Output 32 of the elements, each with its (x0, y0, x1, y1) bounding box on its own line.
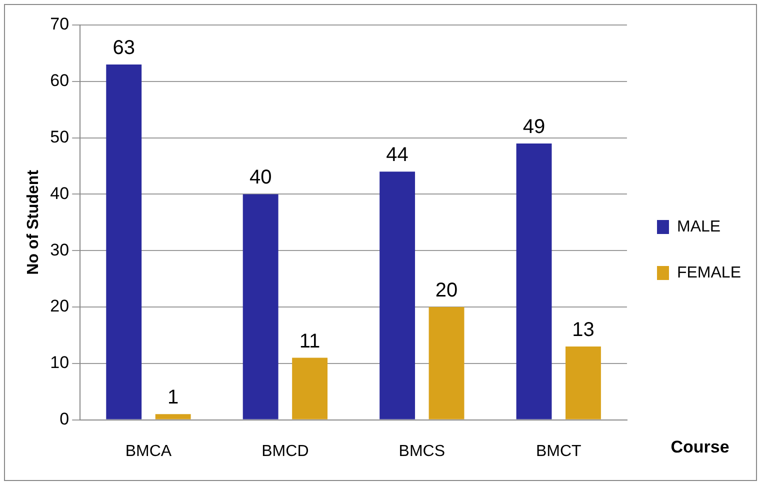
data-label: 1 (168, 386, 179, 409)
bar (428, 307, 464, 420)
bar (566, 346, 601, 420)
data-label: 49 (522, 116, 546, 138)
bar (106, 64, 142, 420)
data-label: 11 (299, 330, 320, 352)
bar (516, 143, 552, 420)
y-tick-label: 70 (50, 14, 70, 34)
y-tick-label: 30 (50, 240, 70, 260)
legend-label: MALE (676, 218, 721, 236)
legend-label: FEMALE (676, 264, 741, 282)
x-tick-label: BMCD (262, 442, 309, 460)
x-axis-title: Course (670, 437, 730, 456)
bar (242, 194, 278, 420)
y-tick-label: 60 (50, 71, 70, 90)
y-tick-label: 0 (60, 409, 70, 428)
data-label: 44 (386, 144, 408, 166)
data-label: 40 (249, 166, 272, 189)
bar (292, 358, 328, 420)
y-axis-title: No of Student (25, 169, 42, 275)
data-label: 13 (572, 318, 594, 341)
x-tick-label: BMCA (125, 442, 172, 460)
data-label: 20 (435, 280, 458, 302)
y-tick-label: 50 (50, 127, 70, 146)
y-tick-label: 20 (50, 296, 70, 316)
data-label: 63 (112, 36, 135, 59)
bar (380, 172, 416, 420)
x-tick-label: BMCS (398, 442, 446, 460)
y-tick-label: 40 (50, 184, 70, 203)
y-tick-label: 10 (50, 353, 70, 372)
x-tick-label: BMCT (536, 442, 582, 460)
bar (155, 414, 191, 420)
